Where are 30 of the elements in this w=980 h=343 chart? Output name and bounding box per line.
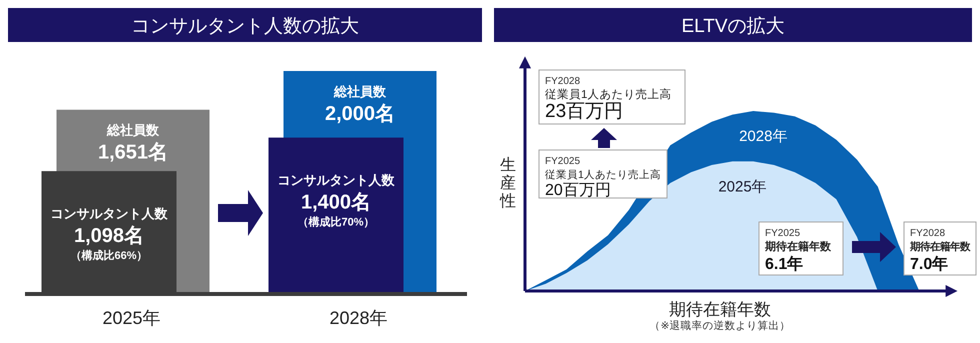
annotation: 20百万円 [545, 182, 611, 199]
annotation: 従業員1人あたり売上高 [545, 168, 661, 181]
data-label: 1,400名 [300, 192, 372, 214]
series-label: 2025年 [718, 178, 767, 196]
x-axis-title: 期待在籍年数 [669, 300, 771, 319]
data-label: 1,651名 [98, 142, 168, 164]
annotation: 6.1年 [765, 255, 804, 273]
annotation: 23百万円 [545, 101, 624, 122]
data-label: 2,000名 [324, 103, 396, 125]
annotation: FY2025 [545, 156, 580, 167]
bar [268, 138, 404, 293]
chart-title: ELTVの拡大 [681, 16, 785, 37]
annotation: （構成比66%） [70, 249, 148, 262]
text: 総社員数 [334, 84, 386, 99]
annotation: 7.0年 [910, 255, 948, 273]
text: コンサルタント人数 [278, 172, 394, 188]
chart-title: コンサルタント人数の拡大 [131, 16, 359, 37]
y-axis-title: 生産性 [499, 156, 516, 210]
annotation: 期待在籍年数 [764, 240, 832, 253]
text: 従業員1人あたり売上高 [545, 87, 672, 101]
text: （※退職率の逆数より算出） [650, 319, 790, 332]
annotation: FY2028 [910, 228, 946, 239]
annotation: （構成比70%） [297, 216, 375, 229]
series-label: 2028年 [739, 128, 788, 145]
series-label: 総社員数 [106, 122, 160, 138]
data-label: 1,098名 [74, 225, 144, 248]
series-label: コンサルタント人数 [50, 206, 168, 222]
annotation: FY2025 [765, 228, 800, 239]
annotation: 期待在籍年数 [909, 241, 971, 253]
text: FY2028 [545, 76, 580, 87]
